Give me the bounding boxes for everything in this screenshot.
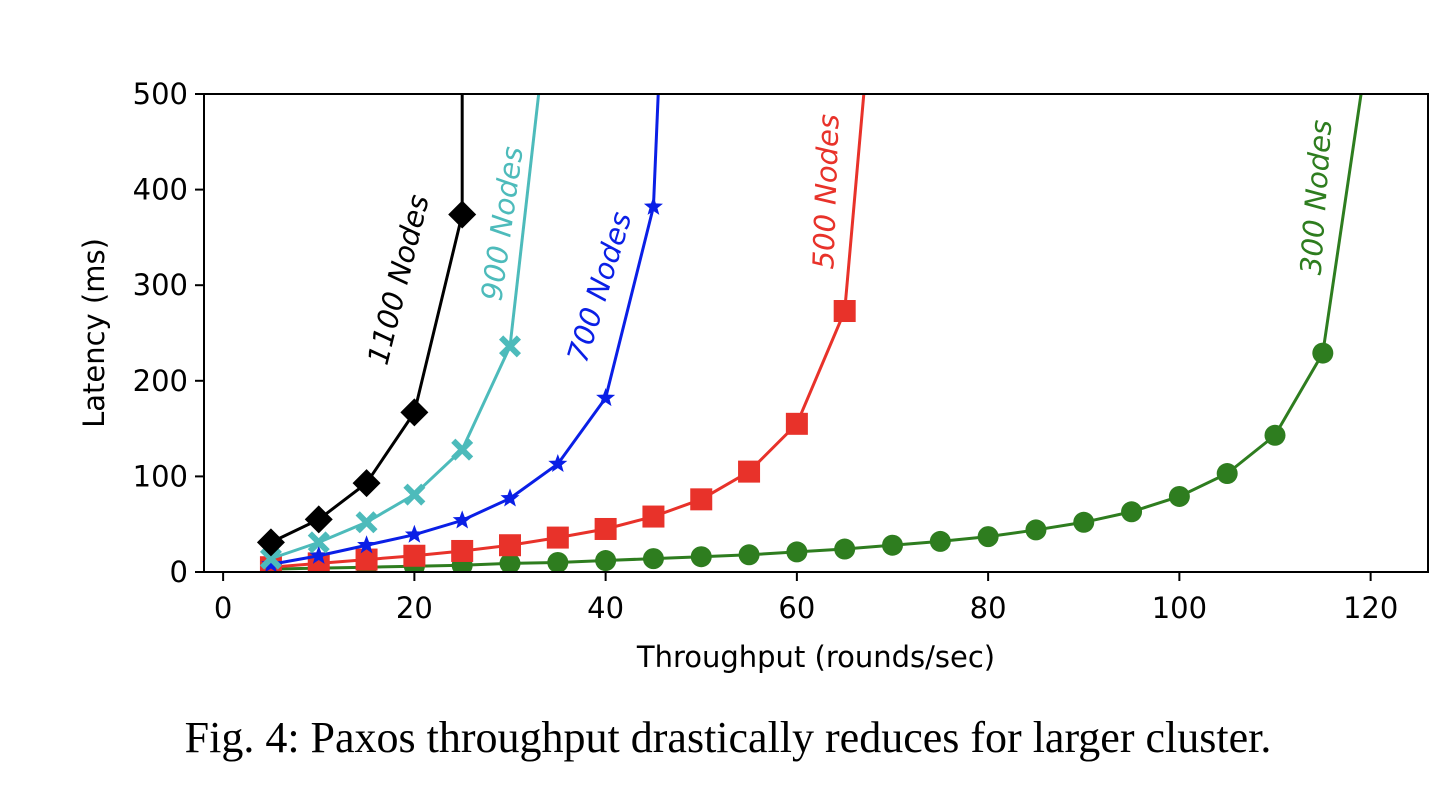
data-point-marker — [642, 548, 664, 570]
x-tick-label: 20 — [396, 591, 433, 625]
data-point-marker — [309, 545, 329, 564]
x-tick-label: 100 — [1152, 591, 1207, 625]
series-900-nodes — [259, 94, 541, 570]
data-point-marker — [452, 510, 472, 529]
curve-label: 300 Nodes — [1294, 119, 1339, 276]
data-point-marker — [451, 539, 474, 562]
data-point-marker — [304, 505, 333, 534]
x-tick-label: 0 — [214, 591, 232, 625]
data-point-marker — [499, 552, 521, 572]
data-point-marker — [738, 460, 761, 483]
series-tail-line — [508, 94, 541, 347]
data-point-marker — [355, 548, 378, 571]
data-point-marker — [546, 526, 569, 549]
data-point-marker — [643, 196, 663, 215]
x-tick-label: 120 — [1343, 591, 1398, 625]
data-point-marker — [929, 530, 951, 552]
x-tick-label: 60 — [778, 591, 815, 625]
y-tick-label: 300 — [133, 268, 188, 302]
x-axis-title: Throughput (rounds/sec) — [636, 640, 995, 674]
data-point-marker — [977, 526, 999, 548]
curve-label: 500 Nodes — [806, 113, 845, 269]
data-point-marker — [1264, 424, 1286, 446]
data-point-marker — [690, 488, 713, 511]
latency-throughput-chart: 1100 Nodes 900 Nodes 700 Nodes 500 Nodes 300… — [77, 77, 1429, 674]
data-point-marker — [833, 300, 856, 323]
series-500-nodes — [259, 94, 866, 572]
data-point-marker — [1168, 485, 1190, 507]
series-tail-line — [651, 94, 660, 207]
curve-label: 700 Nodes — [560, 208, 638, 367]
axes-layer: 0 20 40 60 80 100 120 0 100 200 300 400 500 — [133, 77, 1399, 625]
series-line — [270, 352, 1325, 571]
curve-label: 1100 Nodes — [361, 191, 436, 368]
series-line — [270, 345, 512, 561]
data-point-marker — [1216, 463, 1238, 485]
data-point-marker — [448, 200, 477, 229]
data-point-marker — [786, 541, 808, 563]
plot-area-frame — [203, 93, 1429, 573]
data-point-marker — [1312, 342, 1334, 364]
data-point-marker — [642, 505, 665, 528]
data-point-marker — [400, 398, 429, 427]
data-point-marker — [499, 335, 521, 358]
data-point-marker — [595, 550, 617, 572]
data-point-marker — [499, 534, 521, 557]
data-point-marker — [403, 544, 426, 567]
data-point-marker — [451, 438, 474, 461]
data-point-marker — [307, 531, 330, 554]
series-1100-nodes — [256, 94, 477, 557]
y-tick-label: 500 — [133, 77, 188, 111]
data-point-marker — [594, 517, 617, 540]
data-point-marker — [1073, 511, 1095, 533]
data-point-marker — [548, 453, 568, 473]
data-point-marker — [1121, 501, 1143, 523]
x-tick-label: 80 — [970, 591, 1007, 625]
figure-caption: Fig. 4: Paxos throughput drastically red… — [184, 713, 1272, 762]
y-axis-title: Latency (ms) — [77, 238, 111, 428]
data-point-marker — [834, 538, 856, 560]
data-point-marker — [882, 534, 903, 556]
data-point-marker — [256, 528, 285, 557]
data-point-marker — [785, 412, 808, 435]
data-point-marker — [261, 554, 281, 572]
data-point-marker — [500, 488, 520, 507]
x-tick-label: 40 — [587, 591, 624, 625]
data-point-marker — [1025, 519, 1047, 541]
data-point-marker — [352, 469, 381, 498]
y-tick-label: 400 — [133, 173, 188, 207]
data-point-marker — [404, 524, 424, 543]
series-700-nodes — [261, 94, 663, 572]
series-layer — [256, 94, 1363, 572]
curve-label: 900 Nodes — [474, 144, 529, 303]
y-tick-label: 0 — [170, 555, 188, 589]
data-point-marker — [690, 546, 712, 568]
data-point-marker — [596, 388, 616, 407]
series-tail-line — [1321, 94, 1363, 354]
series-tail-line — [843, 94, 866, 312]
data-point-marker — [403, 483, 426, 506]
y-tick-label: 200 — [133, 364, 188, 398]
y-tick-label: 100 — [133, 459, 188, 493]
data-point-marker — [547, 551, 569, 572]
data-point-marker — [259, 547, 282, 570]
data-point-marker — [357, 535, 377, 554]
data-point-marker — [738, 544, 760, 566]
data-point-marker — [355, 511, 378, 534]
